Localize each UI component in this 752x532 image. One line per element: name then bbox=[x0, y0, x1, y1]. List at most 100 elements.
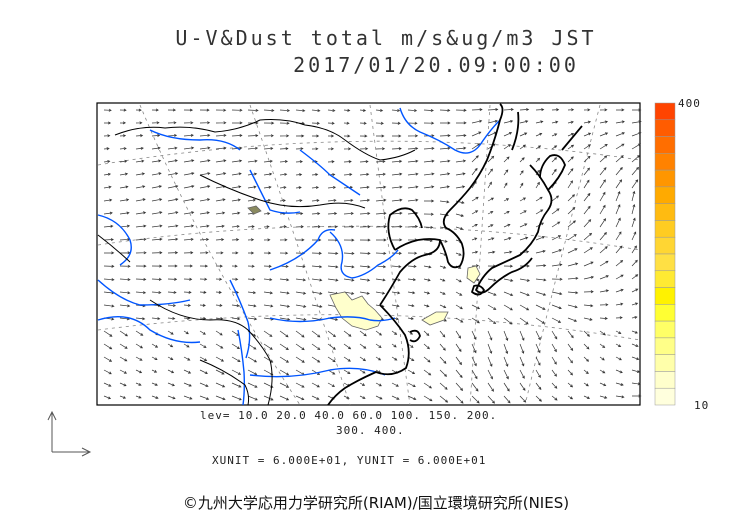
wind-arrow bbox=[279, 134, 290, 138]
wind-arrow bbox=[423, 212, 434, 216]
wind-arrow bbox=[103, 278, 115, 282]
colorbar-swatch bbox=[654, 304, 676, 322]
wind-arrow bbox=[343, 356, 351, 362]
wind-arrow bbox=[343, 121, 350, 125]
wind-arrow bbox=[343, 108, 351, 112]
japan-hokkaido bbox=[539, 154, 566, 191]
wind-arrow bbox=[263, 185, 272, 189]
wind-arrow bbox=[535, 264, 547, 268]
river bbox=[249, 367, 386, 378]
wind-arrow bbox=[151, 211, 163, 215]
wind-arrow bbox=[311, 198, 320, 202]
wind-arrow bbox=[231, 238, 240, 242]
wind-arrow bbox=[471, 108, 483, 112]
border bbox=[114, 119, 416, 161]
wind-arrow bbox=[375, 278, 386, 282]
wind-arrow bbox=[615, 217, 621, 228]
wind-arrow bbox=[631, 120, 642, 124]
wind-arrow bbox=[407, 224, 419, 228]
wind-arrow bbox=[327, 121, 335, 125]
wind-arrow bbox=[279, 278, 290, 282]
wind-arrow bbox=[343, 211, 354, 215]
wind-arrow bbox=[199, 356, 208, 361]
wind-arrow bbox=[167, 330, 174, 335]
wind-arrow bbox=[375, 172, 386, 176]
x-arrowhead bbox=[81, 447, 92, 457]
wind-arrow bbox=[199, 382, 209, 388]
wind-arrow bbox=[231, 133, 243, 137]
wind-arrow bbox=[135, 121, 143, 125]
wind-arrow bbox=[215, 277, 223, 281]
wind-arrow bbox=[471, 369, 478, 380]
wind-arrow bbox=[199, 330, 206, 335]
wind-arrow bbox=[311, 186, 320, 189]
wind-arrow bbox=[439, 278, 446, 282]
colorbar-swatch bbox=[654, 153, 676, 171]
wind-arrow bbox=[279, 238, 288, 242]
colorbar-swatch bbox=[654, 102, 676, 121]
colorbar-swatch bbox=[654, 270, 676, 288]
wind-arrow bbox=[151, 172, 162, 176]
wind-arrow bbox=[151, 159, 162, 163]
wind-arrow bbox=[263, 212, 271, 216]
wind-arrow bbox=[311, 382, 320, 388]
wind-arrow bbox=[247, 304, 257, 308]
wind-arrow bbox=[455, 369, 463, 379]
dust-regions bbox=[247, 205, 481, 331]
wind-arrow bbox=[199, 369, 208, 375]
wind-arrow bbox=[503, 250, 513, 254]
wind-arrow bbox=[327, 278, 339, 282]
wind-arrow bbox=[567, 194, 576, 202]
map-title: U-V&Dust total m/s&ug/m3 JST bbox=[175, 26, 597, 50]
wind-arrow bbox=[119, 264, 131, 268]
wind-arrow bbox=[439, 330, 446, 338]
wind-arrow bbox=[327, 198, 337, 202]
wind-arrow bbox=[487, 395, 495, 404]
wind-arrow bbox=[215, 198, 226, 202]
wind-arrow bbox=[199, 224, 210, 228]
wind-arrow bbox=[183, 277, 193, 281]
wind-arrow bbox=[535, 157, 541, 163]
wind-arrow bbox=[471, 304, 481, 310]
wind-arrow bbox=[359, 225, 371, 229]
wind-arrow bbox=[503, 369, 509, 380]
wind-arrow bbox=[503, 198, 510, 202]
wind-arrow bbox=[311, 109, 321, 113]
wind-arrow bbox=[376, 238, 387, 242]
wind-arrow bbox=[551, 108, 560, 112]
wind-arrow bbox=[567, 356, 573, 364]
wind-arrow bbox=[263, 343, 273, 350]
wind-arrow bbox=[519, 170, 524, 176]
wind-arrow bbox=[151, 317, 161, 321]
wind-arrow bbox=[551, 356, 557, 365]
wind-arrow bbox=[391, 185, 403, 189]
wind-arrow bbox=[119, 185, 129, 189]
wind-arrow bbox=[119, 147, 127, 151]
wind-arrow bbox=[391, 109, 401, 113]
wind-arrow bbox=[135, 237, 147, 241]
wind-arrow bbox=[199, 316, 207, 320]
wind-arrow bbox=[455, 252, 462, 256]
wind-arrow bbox=[119, 278, 131, 282]
wind-arrow bbox=[375, 121, 384, 125]
border bbox=[199, 174, 366, 209]
wind-arrow bbox=[183, 237, 194, 241]
wind-arrow bbox=[615, 166, 623, 176]
wind-arrow bbox=[471, 330, 477, 340]
wind-arrow bbox=[423, 395, 433, 402]
wind-arrow bbox=[103, 185, 112, 189]
wind-arrow bbox=[327, 251, 339, 255]
wind-arrow bbox=[599, 132, 609, 137]
wind-arrow bbox=[631, 217, 636, 228]
wind-arrow bbox=[311, 265, 323, 269]
wind-arrow bbox=[439, 382, 448, 390]
wind-arrow bbox=[199, 290, 207, 294]
wind-arrow bbox=[135, 343, 144, 349]
wind-arrow bbox=[103, 382, 112, 387]
wind-arrow bbox=[295, 343, 305, 351]
wind-arrow bbox=[183, 251, 194, 255]
wind-arrow bbox=[199, 343, 207, 348]
wind-arrow bbox=[151, 185, 163, 189]
wind-arrow bbox=[423, 330, 430, 337]
wind-arrow bbox=[119, 291, 131, 295]
